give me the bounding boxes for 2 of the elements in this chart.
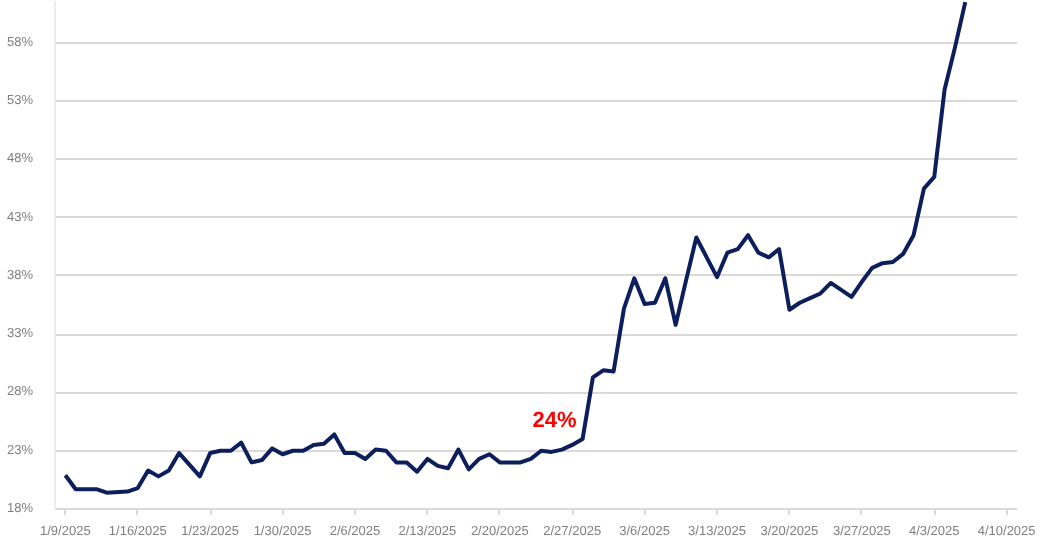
annotation: 24% <box>532 409 577 434</box>
line-series <box>63 1 968 495</box>
